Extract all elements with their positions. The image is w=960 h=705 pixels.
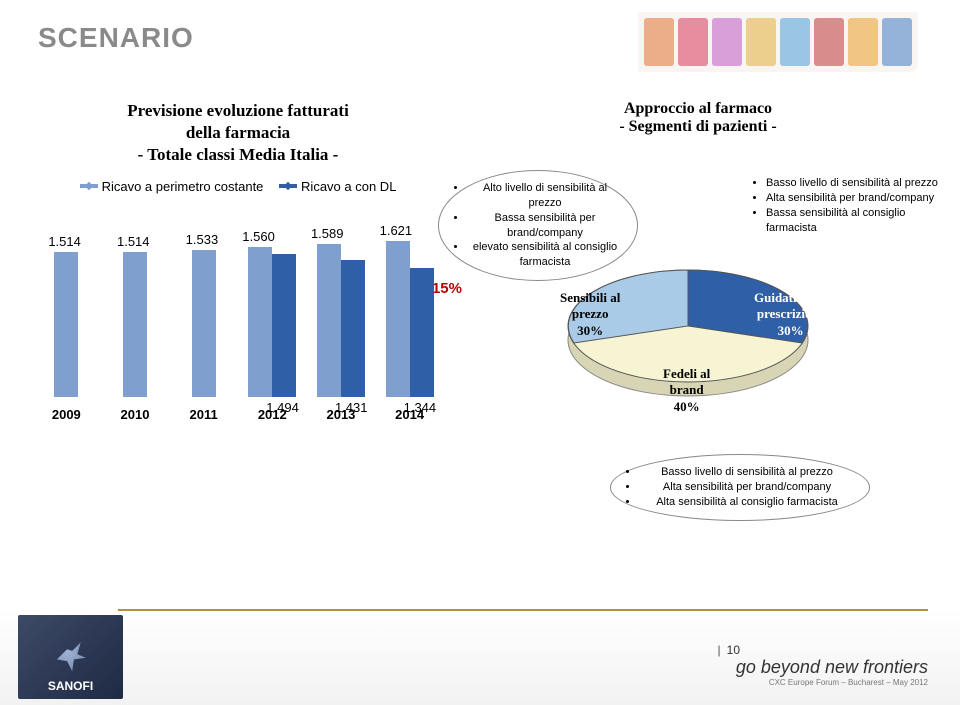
page-number-value: 10 <box>727 643 740 657</box>
bar-label-series2-2014: 1.344 <box>404 400 437 415</box>
seg3-l1: Fedeli al <box>663 366 710 381</box>
seg1-l1: Sensibili al <box>560 290 620 305</box>
bar-series1-2010: 1.514 <box>123 252 147 397</box>
bar-series2-2014: 1.344 <box>410 268 434 397</box>
bar-label-series1-2013: 1.589 <box>311 226 344 241</box>
bar-series2-2012: 1.494 <box>272 254 296 397</box>
callout-tr-line1: Basso livello di sensibilità al prezzo <box>766 176 942 191</box>
bar-chart-title-l1: Previsione evoluzione fatturati <box>127 101 349 120</box>
seg3-l2: brand <box>670 382 704 397</box>
bar-series1-2013: 1.589 <box>317 244 341 397</box>
bar-chart-panel: Previsione evoluzione fatturati della fa… <box>28 100 448 422</box>
callout-bottom: Basso livello di sensibilità al prezzo A… <box>610 454 870 521</box>
seg2-l1: Guidati dalla <box>754 290 827 305</box>
callout-tl-line2: Bassa sensibilità per brand/company <box>467 211 623 241</box>
page-number: |10 <box>718 643 740 657</box>
seg2-l2: prescrizione <box>757 306 825 321</box>
footer-sub-text: CXC Europe Forum – Bucharest – May 2012 <box>736 678 928 687</box>
pie-title-l2: - Segmenti di pazienti - <box>619 118 776 135</box>
callout-b-line3: Alta sensibilità al consiglio farmacista <box>639 495 855 510</box>
seg1-l3: 30% <box>577 323 603 338</box>
bar-series1-2012: 1.560 <box>248 247 272 397</box>
bar-label-series1-2009: 1.514 <box>48 234 81 249</box>
callout-tl-line1: Alto livello di sensibilità al prezzo <box>467 181 623 211</box>
sanofi-logo: SANOFI <box>18 615 123 699</box>
year-label-2011: 2011 <box>190 407 218 422</box>
legend-swatch-1 <box>80 184 98 188</box>
seg2-l3: 30% <box>778 323 804 338</box>
sanofi-bird-icon <box>54 639 88 673</box>
year-col-2010: 1.514 2010 <box>105 227 165 422</box>
segment-label-3: Fedeli al brand 40% <box>663 366 710 415</box>
callout-tr-line3: Bassa sensibilità al consiglio farmacist… <box>766 206 942 236</box>
bar-chart-title-l2: della farmacia <box>186 123 290 142</box>
bar-series1-2014: 1.621 <box>386 241 410 397</box>
slide-title: SCENARIO <box>38 22 194 54</box>
seg1-l2: prezzo <box>572 306 609 321</box>
bar-series2-2013: 1.431 <box>341 260 365 397</box>
callout-top-right: Basso livello di sensibilità al prezzo A… <box>752 176 942 235</box>
year-col-2012: 1.5601.4942012 <box>242 227 302 422</box>
bar-series1-2009: 1.514 <box>54 252 78 397</box>
callout-tr-line2: Alta sensibilità per brand/company <box>766 191 942 206</box>
segment-label-1: Sensibili al prezzo 30% <box>560 290 620 339</box>
year-label-2009: 2009 <box>52 407 81 422</box>
callout-b-line2: Alta sensibilità per brand/company <box>639 480 855 495</box>
year-col-2011: 1.533 2011 <box>174 227 234 422</box>
pie-wrap: Alto livello di sensibilità al prezzo Ba… <box>458 148 938 448</box>
legend-swatch-2 <box>279 184 297 188</box>
pie-title-l1: Approccio al farmaco <box>624 100 772 117</box>
year-col-2014: 1.6211.3442014 <box>380 227 440 422</box>
footer: SANOFI |10 go beyond new frontiers CXC E… <box>0 609 960 705</box>
footer-tagline: go beyond new frontiers CXC Europe Forum… <box>736 657 928 687</box>
pie-title: Approccio al farmaco - Segmenti di pazie… <box>458 100 938 136</box>
bar-label-series2-2013: 1.431 <box>335 400 368 415</box>
bar-chart: -15% 1.51420091.51420101.53320111.5601.4… <box>28 202 448 422</box>
footer-tagline-text: go beyond new frontiers <box>736 657 928 677</box>
year-label-2010: 2010 <box>121 407 150 422</box>
sanofi-brand-text: SANOFI <box>48 679 93 693</box>
callout-b-line1: Basso livello di sensibilità al prezzo <box>639 465 855 480</box>
legend-item-2: Ricavo a con DL <box>279 179 396 194</box>
bar-label-series1-2011: 1.533 <box>186 232 219 247</box>
bar-series1-2011: 1.533 <box>192 250 216 397</box>
bar-chart-title-l3: - Totale classi Media Italia - <box>138 145 339 164</box>
bar-label-series2-2012: 1.494 <box>266 400 299 415</box>
legend-label-2: Ricavo a con DL <box>301 179 396 194</box>
bar-chart-title: Previsione evoluzione fatturati della fa… <box>28 100 448 166</box>
year-col-2013: 1.5891.4312013 <box>311 227 371 422</box>
bar-chart-legend: Ricavo a perimetro costante Ricavo a con… <box>28 176 448 194</box>
bar-label-series1-2012: 1.560 <box>242 229 275 244</box>
bar-label-series1-2014: 1.621 <box>380 223 413 238</box>
footer-divider <box>118 609 928 611</box>
year-col-2009: 1.514 2009 <box>36 227 96 422</box>
pie-panel: Approccio al farmaco - Segmenti di pazie… <box>458 100 938 448</box>
bar-label-series1-2010: 1.514 <box>117 234 150 249</box>
legend-item-1: Ricavo a perimetro costante <box>80 179 264 194</box>
product-images-strip <box>638 12 918 72</box>
seg3-l3: 40% <box>674 399 700 414</box>
segment-label-2: Guidati dalla prescrizione 30% <box>754 290 827 339</box>
legend-label-1: Ricavo a perimetro costante <box>102 179 264 194</box>
